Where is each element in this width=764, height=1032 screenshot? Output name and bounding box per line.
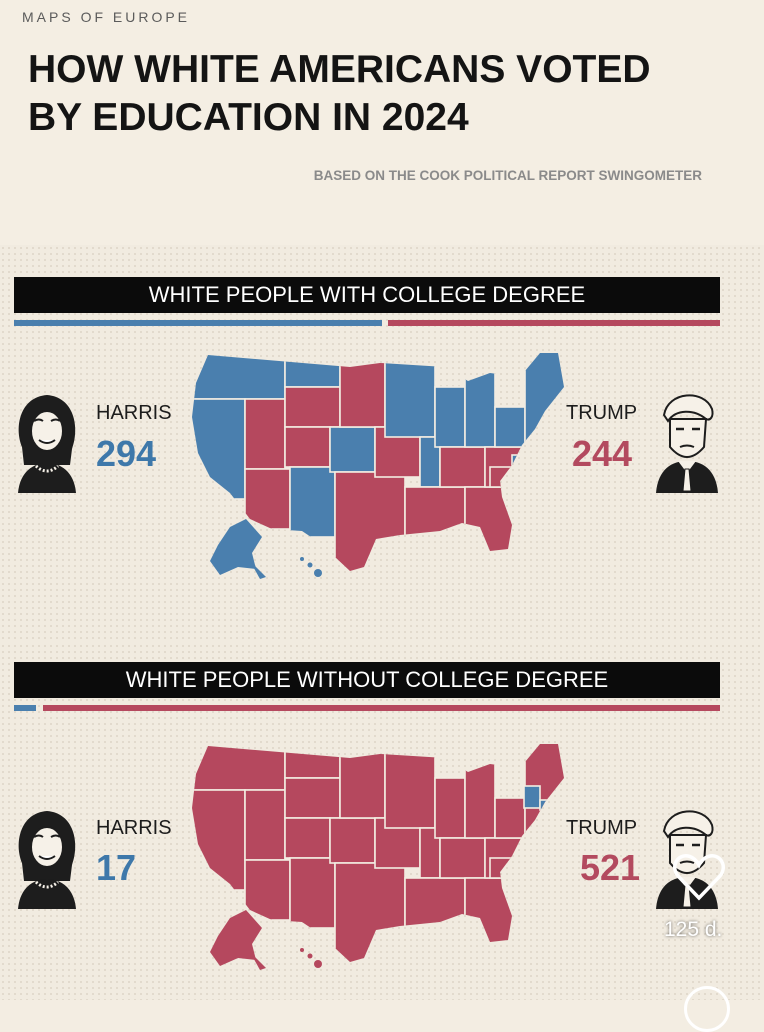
harris-votes: 17 [96, 847, 137, 888]
heart-icon[interactable] [672, 852, 726, 902]
brand-name: MAPS OF EUROPE [22, 9, 191, 25]
trump-label: TRUMP [566, 402, 638, 424]
trump-votes: 521 [580, 847, 641, 888]
banner-no-college: WHITE PEOPLE WITHOUT COLLEGE DEGREE [14, 662, 720, 698]
source-note: BASED ON THE COOK POLITICAL REPORT SWING… [313, 168, 702, 183]
profile-ring-icon[interactable] [684, 986, 730, 1032]
us-map-no-college [192, 744, 564, 970]
post-age: 125 d. [664, 918, 723, 941]
trump-votes: 244 [572, 433, 633, 474]
panel-college: WHITE PEOPLE WITH COLLEGE DEGREE HARRIS … [0, 245, 764, 643]
trump-share-bar [388, 320, 720, 326]
trump-share-bar [43, 705, 720, 711]
harris-votes: 294 [96, 433, 157, 474]
trump-portrait-icon [656, 394, 718, 493]
panel-no-college: WHITE PEOPLE WITHOUT COLLEGE DEGREE HARR… [0, 643, 764, 1000]
us-map-college [192, 353, 564, 579]
header: MAPS OF EUROPE HOW WHITE AMERICANS VOTED… [0, 0, 764, 245]
page-title: HOW WHITE AMERICANS VOTED BY EDUCATION I… [28, 48, 651, 139]
harris-share-bar [14, 320, 382, 326]
harris-label: HARRIS [96, 817, 172, 839]
harris-label: HARRIS [96, 402, 172, 424]
harris-share-bar [14, 705, 36, 711]
trump-portrait-icon [656, 810, 718, 909]
harris-portrait-icon [18, 811, 76, 909]
harris-portrait-icon [18, 395, 76, 493]
banner-college: WHITE PEOPLE WITH COLLEGE DEGREE [14, 277, 720, 313]
trump-label: TRUMP [566, 817, 638, 839]
